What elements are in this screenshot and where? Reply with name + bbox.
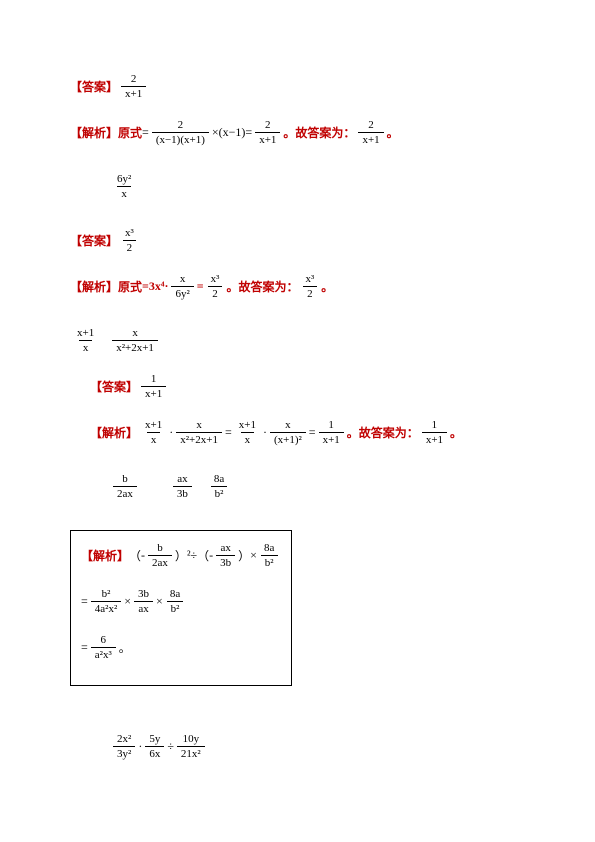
period2: 。 bbox=[387, 124, 399, 141]
frac-f1c: 8a b² bbox=[210, 473, 228, 500]
box-line-1: 【解析】 （ - b 2ax ） ²÷ （ - ax 3b ） × 8a b² bbox=[81, 539, 281, 571]
analysis-label-4: 【解析】 bbox=[81, 547, 129, 564]
expr-d: x+1 x x x²+2x+1 bbox=[70, 324, 545, 356]
solution-box: 【解析】 （ - b 2ax ） ²÷ （ - ax 3b ） × 8a b² … bbox=[70, 530, 292, 686]
frac-a1: 2 x+1 bbox=[121, 73, 146, 100]
frac-b1: 6y² x bbox=[113, 173, 135, 200]
analysis-3: 【解析】 x+1 x · x x²+2x+1 = x+1 x · x (x+1)… bbox=[90, 416, 545, 448]
frac-a1b: 2 x+1 bbox=[358, 119, 383, 146]
frac-a2b: 2 x+1 bbox=[255, 119, 280, 146]
period: 。 bbox=[283, 124, 295, 141]
frac-c2b: x³ 2 bbox=[207, 273, 224, 300]
answer-label: 【答案】 bbox=[70, 78, 118, 95]
eq: = bbox=[142, 125, 149, 140]
frac-f1b: ax 3b bbox=[173, 473, 192, 500]
period-c2: 。 bbox=[321, 278, 333, 295]
box-line-2: = b² 4a²x² × 3b ax × 8a b² bbox=[81, 585, 281, 617]
frac-e2f: 1 x+1 bbox=[422, 419, 447, 446]
frac-d1a: x+1 x bbox=[73, 327, 98, 354]
answer-1: 【答案】 2 x+1 bbox=[70, 70, 545, 102]
frac-h1b: 5y 6x bbox=[145, 733, 164, 760]
guda-c: 故答案为： bbox=[238, 278, 298, 295]
yuanshi: 原式 bbox=[118, 124, 142, 141]
guda: 故答案为： bbox=[295, 124, 355, 141]
box-line-3: = 6 a²x³ 。 bbox=[81, 631, 281, 663]
frac-e2a: x+1 x bbox=[141, 419, 166, 446]
expr-f: b 2ax ax 3b 8a b² bbox=[110, 470, 545, 502]
analysis-label: 【解析】 bbox=[70, 124, 118, 141]
eq-c2: = bbox=[197, 279, 204, 294]
frac-c1: x³ 2 bbox=[121, 227, 138, 254]
frac-g2a: b² 4a²x² bbox=[91, 588, 121, 615]
frac-e2e: 1 x+1 bbox=[319, 419, 344, 446]
frac-h1c: 10y 21x² bbox=[177, 733, 205, 760]
frac-a2a: 2 (x−1)(x+1) bbox=[152, 119, 209, 146]
frac-g2c: 8a b² bbox=[166, 588, 184, 615]
frac-e2c: x+1 x bbox=[235, 419, 260, 446]
analysis-label-2: 【解析】 bbox=[70, 278, 118, 295]
answer-2: 【答案】 x³ 2 bbox=[70, 224, 545, 256]
analysis-1: 【解析】 原式 = 2 (x−1)(x+1) ×(x−1) = 2 x+1 。 … bbox=[70, 116, 545, 148]
frac-e1: 1 x+1 bbox=[141, 373, 166, 400]
frac-g1a: b 2ax bbox=[148, 542, 172, 569]
analysis-label-3: 【解析】 bbox=[90, 424, 138, 441]
frac-e2b: x x²+2x+1 bbox=[176, 419, 222, 446]
frac-h1a: 2x² 3y² bbox=[113, 733, 135, 760]
frac-c2a: x 6y² bbox=[171, 273, 193, 300]
frac-f1a: b 2ax bbox=[113, 473, 137, 500]
frac-g1c: 8a b² bbox=[260, 542, 278, 569]
yuanshi-2: 原式 bbox=[118, 278, 142, 295]
frac-c2c: x³ 2 bbox=[301, 273, 318, 300]
times-text: ×(x−1) bbox=[212, 125, 246, 140]
eq2: = bbox=[245, 125, 252, 140]
frac-d1b: x x²+2x+1 bbox=[112, 327, 158, 354]
eq-c: =3x⁴· bbox=[142, 279, 168, 294]
frac-e2d: x (x+1)² bbox=[270, 419, 306, 446]
answer-3: 【答案】 1 x+1 bbox=[90, 370, 545, 402]
frac-g1b: ax 3b bbox=[216, 542, 235, 569]
analysis-2: 【解析】 原式 =3x⁴· x 6y² = x³ 2 。 故答案为： x³ 2 … bbox=[70, 270, 545, 302]
frac-g3: 6 a²x³ bbox=[91, 634, 116, 661]
expr-h: 2x² 3y² · 5y 6x ÷ 10y 21x² bbox=[110, 730, 545, 762]
expr-b: 6y² x bbox=[110, 170, 545, 202]
answer-label-3: 【答案】 bbox=[90, 378, 138, 395]
period-c: 。 bbox=[226, 278, 238, 295]
answer-label-2: 【答案】 bbox=[70, 232, 118, 249]
frac-g2b: 3b ax bbox=[134, 588, 153, 615]
